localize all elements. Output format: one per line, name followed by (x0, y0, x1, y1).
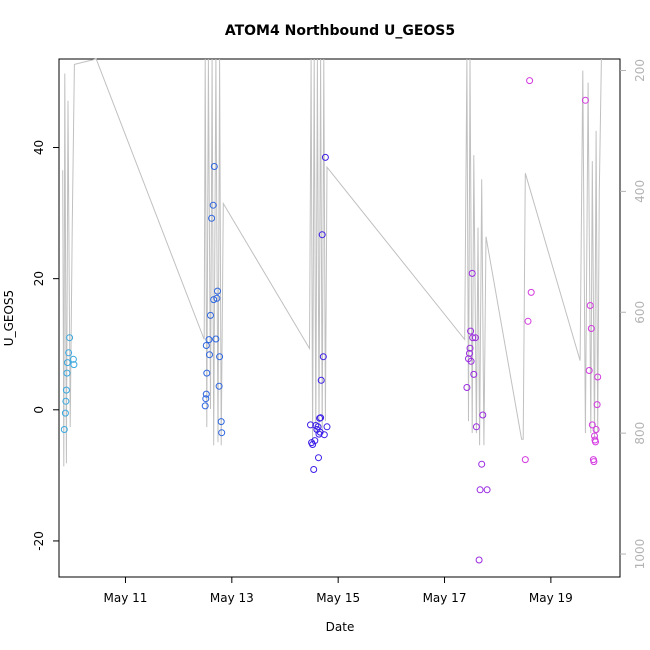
data-point (60, 426, 68, 433)
data-point (483, 486, 491, 494)
x-tick-label: May 13 (210, 591, 254, 605)
data-point (317, 376, 325, 384)
data-point (471, 334, 479, 342)
data-point (467, 357, 475, 365)
data-point (524, 317, 532, 325)
data-point (581, 96, 589, 104)
secondary-y-tick-label: 600 (633, 301, 647, 324)
data-point (320, 431, 328, 439)
data-point (65, 349, 73, 357)
x-axis: May 11 May 13 May 15 May 17 May 19 (104, 577, 573, 605)
data-point (214, 287, 221, 295)
plot-frame (58, 58, 621, 578)
y-tick-label: 0 (32, 406, 46, 414)
data-point (217, 418, 225, 426)
data-point (215, 382, 223, 390)
data-point (585, 367, 593, 374)
data-point (310, 466, 318, 473)
altitude-trace-line (62, 58, 602, 467)
data-point (466, 344, 474, 352)
data-point (594, 373, 602, 381)
data-point (469, 334, 477, 342)
data-point (70, 361, 78, 369)
data-point (311, 437, 319, 445)
data-point (207, 311, 214, 319)
data-point (210, 296, 218, 304)
y-axis: -20 0 20 40 (32, 140, 59, 551)
x-axis-label: Date (326, 620, 355, 634)
data-point (323, 423, 331, 431)
data-point (592, 426, 600, 433)
x-tick-label: May 11 (104, 591, 148, 605)
data-point (527, 288, 535, 296)
data-point (309, 441, 317, 448)
data-point (478, 460, 486, 468)
y-tick-label: -20 (32, 531, 46, 551)
data-point (319, 353, 327, 361)
data-point (466, 349, 473, 357)
secondary-y-axis: 200 400 600 800 1000 (620, 59, 647, 569)
data-point (521, 456, 529, 464)
data-point (64, 359, 71, 367)
data-point (467, 327, 475, 335)
data-point (315, 454, 322, 462)
secondary-y-tick-label: 400 (633, 180, 647, 203)
data-point (202, 395, 210, 403)
secondary-y-tick-label: 200 (633, 59, 647, 82)
data-point (307, 421, 314, 429)
x-tick-label: May 15 (316, 591, 360, 605)
data-point (62, 397, 70, 405)
altitude-trace-layer (62, 58, 602, 467)
data-point (470, 370, 478, 378)
y-axis-label: U_GEOS5 (2, 290, 16, 346)
data-point (586, 302, 594, 309)
data-point (209, 201, 217, 209)
data-point (208, 214, 216, 222)
y-tick-label: 20 (32, 271, 46, 286)
secondary-y-tick-label: 800 (633, 422, 647, 445)
data-point (69, 355, 77, 363)
data-point (202, 342, 210, 349)
data-point (66, 334, 74, 342)
data-point (203, 369, 211, 377)
data-point (475, 556, 483, 564)
data-point (587, 325, 595, 332)
data-point (206, 351, 213, 359)
data-points-layer (60, 77, 602, 564)
data-point (479, 411, 487, 419)
data-point (216, 353, 224, 361)
data-point (526, 77, 534, 85)
data-point (212, 335, 220, 343)
data-point (213, 294, 221, 302)
x-tick-label: May 19 (529, 591, 573, 605)
data-point (218, 429, 226, 437)
data-point (205, 336, 213, 344)
y-tick-label: 40 (32, 140, 46, 155)
secondary-y-tick-label: 1000 (633, 539, 647, 570)
data-point (468, 269, 476, 277)
data-point (588, 421, 596, 429)
data-point (593, 401, 601, 409)
data-point (463, 384, 471, 391)
data-point (476, 486, 484, 494)
data-point (472, 423, 480, 431)
data-point (590, 458, 598, 466)
data-point (202, 390, 210, 398)
data-point (318, 231, 326, 239)
data-point (321, 153, 329, 161)
data-point (63, 369, 71, 377)
chart-title: ATOM4 Northbound U_GEOS5 (225, 23, 455, 39)
data-point (592, 438, 599, 446)
data-point (62, 386, 70, 394)
data-point (61, 409, 69, 417)
x-tick-label: May 17 (423, 591, 467, 605)
data-point (210, 163, 218, 170)
data-point (201, 402, 209, 410)
data-point (317, 414, 325, 422)
